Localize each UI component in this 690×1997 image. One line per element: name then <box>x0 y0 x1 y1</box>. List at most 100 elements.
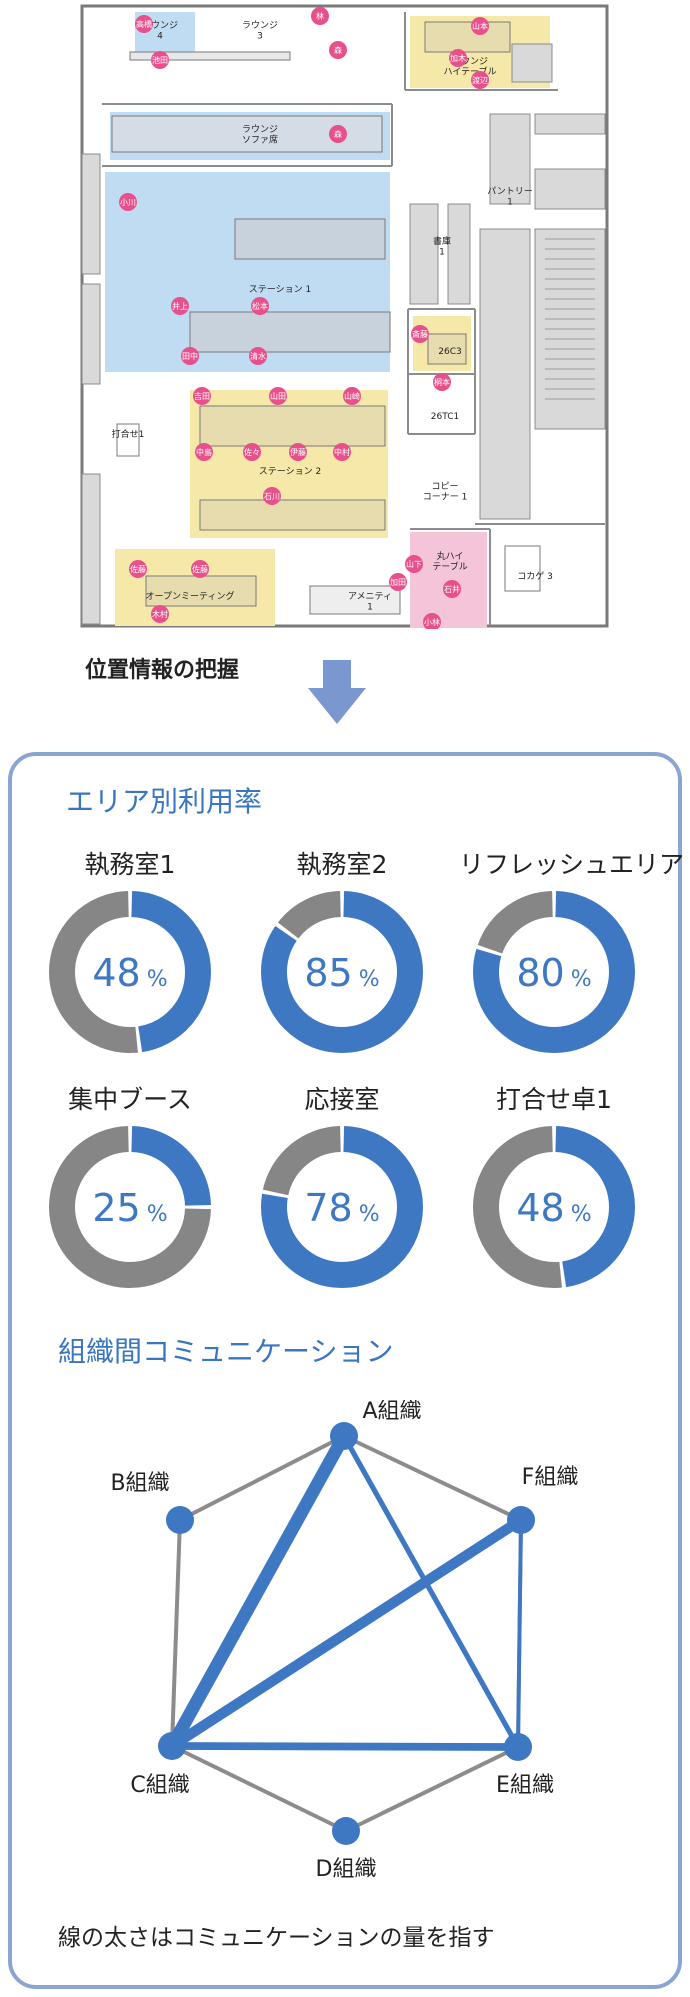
gauge-value: 48% <box>516 1186 591 1230</box>
person-marker[interactable]: 伊藤 <box>289 443 307 461</box>
gauge-area[interactable]: 執務室2 85% <box>247 845 437 1075</box>
outline-edge <box>179 1434 345 1522</box>
room-label: パントリー 1 <box>487 186 532 207</box>
person-marker[interactable]: 森 <box>329 125 347 143</box>
person-marker[interactable]: 佐々 <box>243 443 261 461</box>
gauge-area[interactable]: 執務室1 48% <box>35 845 225 1075</box>
donut-chart: 48% <box>473 1126 635 1288</box>
person-marker[interactable]: 井上 <box>171 297 189 315</box>
person-marker[interactable]: 桐本 <box>433 373 451 391</box>
person-marker[interactable]: 加木 <box>449 49 467 67</box>
person-name: 小林 <box>424 617 440 627</box>
stairs <box>545 238 595 400</box>
outline-edge <box>345 1745 519 1833</box>
donut-chart: 48% <box>49 891 211 1053</box>
person-name: 池田 <box>152 55 168 65</box>
communication-link <box>166 1514 527 1752</box>
walls <box>102 12 605 626</box>
gauge-area[interactable]: リフレッシュエリア 80% <box>459 845 685 1075</box>
org-node[interactable] <box>158 1732 186 1760</box>
person-marker[interactable]: 山田 <box>269 387 287 405</box>
room-label: ラウンジ 3 <box>242 20 278 41</box>
person-name: 小川 <box>120 198 136 207</box>
section-heading: 位置情報の把握 <box>85 658 240 683</box>
zone-maru-high[interactable] <box>410 532 487 628</box>
analytics-panel <box>8 752 682 1989</box>
person-name: 吉田 <box>194 392 210 401</box>
person-marker[interactable]: 山本 <box>471 17 489 35</box>
org-label: E組織 <box>496 1773 554 1798</box>
org-node[interactable] <box>507 1506 535 1534</box>
person-marker[interactable]: 松本 <box>251 297 269 315</box>
gauge-label: 執務室2 <box>296 850 388 879</box>
room-labels: ラウンジ 4 ラウンジ 3 ラウンジハイテーブル ラウンジソファ席 パントリー 1 書… <box>112 20 553 612</box>
org-label: B組織 <box>110 1471 169 1496</box>
person-marker[interactable]: 木村 <box>151 605 169 623</box>
person-marker[interactable]: 佐藤 <box>191 560 209 578</box>
person-name: 加木 <box>450 53 466 63</box>
person-name: 山本 <box>472 21 488 31</box>
person-name: 中島 <box>196 447 212 457</box>
person-name: 佐藤 <box>192 564 208 574</box>
donut-chart: 85% <box>261 891 423 1053</box>
org-node[interactable] <box>330 1422 358 1450</box>
person-marker[interactable]: 田中 <box>181 347 199 365</box>
people-markers: 高橋池田林森山本加木渡辺森小川井上 松本田中 清水斎藤桐本吉田 山田 山崎中島 佐々 伊藤中… <box>119 7 489 629</box>
room-label: 丸ハイテーブル <box>432 550 467 572</box>
person-marker[interactable]: 石川 <box>263 487 281 505</box>
outline-edge <box>171 1744 347 1833</box>
person-name: 伊藤 <box>290 447 306 457</box>
gauge-label: リフレッシュエリア <box>459 850 685 879</box>
person-marker[interactable]: 清水 <box>249 347 267 365</box>
communication-link <box>165 1429 351 1753</box>
gauge-area[interactable]: 集中ブース 25% <box>35 1080 225 1310</box>
person-marker[interactable]: 中島 <box>195 443 213 461</box>
person-marker[interactable]: 吉田 <box>193 387 211 405</box>
person-name: 木村 <box>152 609 168 619</box>
org-node[interactable] <box>332 1817 360 1845</box>
donut-free-arc <box>49 1126 211 1288</box>
floor-plan: ラウンジ 4 ラウンジ 3 ラウンジハイテーブル ラウンジソファ席 パントリー 1 書… <box>80 4 609 629</box>
person-name: 松本 <box>252 301 268 311</box>
person-marker[interactable]: 佐藤 <box>129 560 147 578</box>
down-arrow-icon <box>308 660 366 724</box>
org-node[interactable] <box>166 1506 194 1534</box>
person-marker[interactable]: 高橋 <box>135 15 153 33</box>
communication-title: 組織間コミュニケーション <box>58 1335 394 1368</box>
person-name: 山下 <box>406 559 422 569</box>
gauge-value: 25% <box>92 1186 167 1230</box>
person-marker[interactable]: 中村 <box>333 443 351 461</box>
gauge-value: 80% <box>516 951 591 995</box>
communication-link <box>516 1518 523 1749</box>
communication-link <box>341 1433 521 1750</box>
person-marker[interactable]: 渡辺 <box>471 71 489 89</box>
donut-chart: 80% <box>473 891 635 1053</box>
person-marker[interactable]: 林 <box>311 7 329 25</box>
room-label: コカゲ 3 <box>517 570 553 582</box>
donut-used-arc <box>473 1126 635 1288</box>
person-marker[interactable]: 石井 <box>443 580 461 598</box>
gauge-area[interactable]: 打合せ卓1 48% <box>459 1080 649 1310</box>
person-marker[interactable]: 小林 <box>423 613 441 629</box>
person-name: 桐本 <box>434 377 450 387</box>
room-label: アメニティ 1 <box>348 591 392 612</box>
gauge-label: 集中ブース <box>68 1085 192 1114</box>
person-name: 佐藤 <box>130 564 146 574</box>
person-name: 森 <box>334 45 342 55</box>
person-name: 渡辺 <box>472 75 488 85</box>
person-marker[interactable]: 小川 <box>119 193 137 211</box>
person-marker[interactable]: 山崎 <box>343 387 361 405</box>
gauge-label: 打合せ卓1 <box>496 1085 612 1114</box>
donut-free-arc <box>473 1126 635 1288</box>
person-marker[interactable]: 加田 <box>389 573 407 591</box>
donut-used-arc <box>49 891 211 1053</box>
donut-chart: 78% <box>261 1126 423 1288</box>
gauge-label: 応接室 <box>304 1085 380 1114</box>
person-marker[interactable]: 池田 <box>151 51 169 69</box>
person-marker[interactable]: 斎藤 <box>411 325 429 343</box>
org-node[interactable] <box>504 1733 532 1761</box>
communication-network: A組織 F組織 E組織 D組織 C組織 B組織 <box>110 1400 578 1880</box>
gauge-area[interactable]: 応接室 78% <box>247 1080 437 1310</box>
person-marker[interactable]: 山下 <box>405 555 423 573</box>
person-marker[interactable]: 森 <box>329 41 347 59</box>
